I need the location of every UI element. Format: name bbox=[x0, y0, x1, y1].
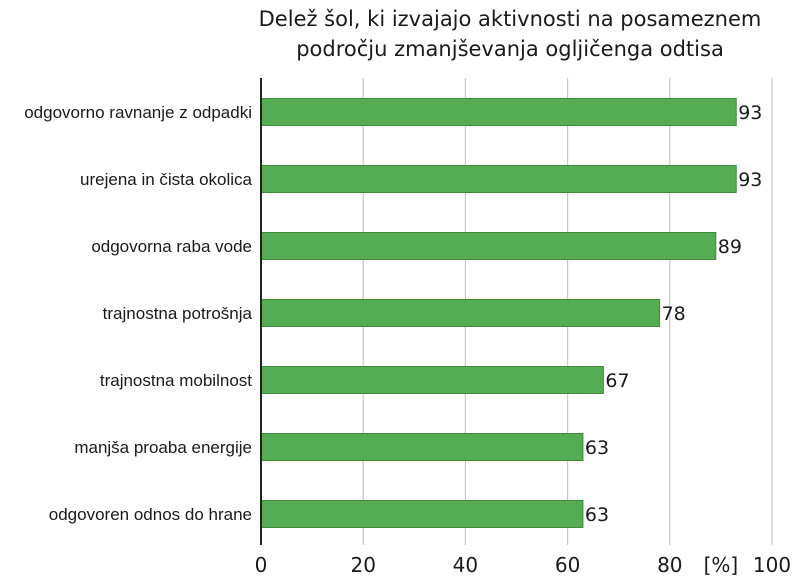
chart-title-line-1: Delež šol, ki izvajajo aktivnosti na pos… bbox=[259, 7, 762, 31]
category-label: odgovoren odnos do hrane bbox=[49, 505, 252, 524]
x-tick-label: 60 bbox=[555, 553, 580, 577]
bar bbox=[260, 299, 661, 327]
value-label: 67 bbox=[605, 370, 629, 392]
value-label: 93 bbox=[738, 102, 762, 124]
chart-title-line-2: področju zmanjševanja ogljičenga odtisa bbox=[296, 37, 724, 61]
category-labels: odgovorno ravnanje z odpadki urejena in č… bbox=[24, 103, 252, 524]
bar bbox=[260, 98, 737, 126]
value-label: 89 bbox=[718, 236, 742, 258]
bar bbox=[260, 366, 604, 394]
bar bbox=[260, 433, 584, 461]
value-label: 93 bbox=[738, 169, 762, 191]
bar bbox=[260, 232, 717, 260]
value-labels: 93 93 89 78 67 63 63 bbox=[585, 102, 762, 526]
x-tick-label: 0 bbox=[255, 553, 268, 577]
category-label: manjša proaba energije bbox=[74, 438, 252, 457]
x-tick-label: 40 bbox=[453, 553, 478, 577]
chart-title: Delež šol, ki izvajajo aktivnosti na pos… bbox=[259, 7, 762, 61]
value-label: 63 bbox=[585, 504, 609, 526]
category-label: urejena in čista okolica bbox=[80, 170, 253, 189]
x-tick-label: 80 bbox=[657, 553, 682, 577]
x-axis-unit-label: [%] bbox=[704, 553, 739, 577]
x-axis-ticks: 0 20 40 60 80 100 bbox=[255, 553, 791, 577]
value-label: 78 bbox=[662, 303, 686, 325]
category-label: trajnostna potrošnja bbox=[103, 304, 253, 323]
bar bbox=[260, 165, 737, 193]
category-label: odgovorna raba vode bbox=[91, 237, 252, 256]
x-tick-label: 20 bbox=[350, 553, 375, 577]
x-tick-label: 100 bbox=[753, 553, 791, 577]
value-label: 63 bbox=[585, 437, 609, 459]
category-label: odgovorno ravnanje z odpadki bbox=[24, 103, 252, 122]
bar bbox=[260, 500, 584, 528]
category-label: trajnostna mobilnost bbox=[100, 371, 252, 390]
